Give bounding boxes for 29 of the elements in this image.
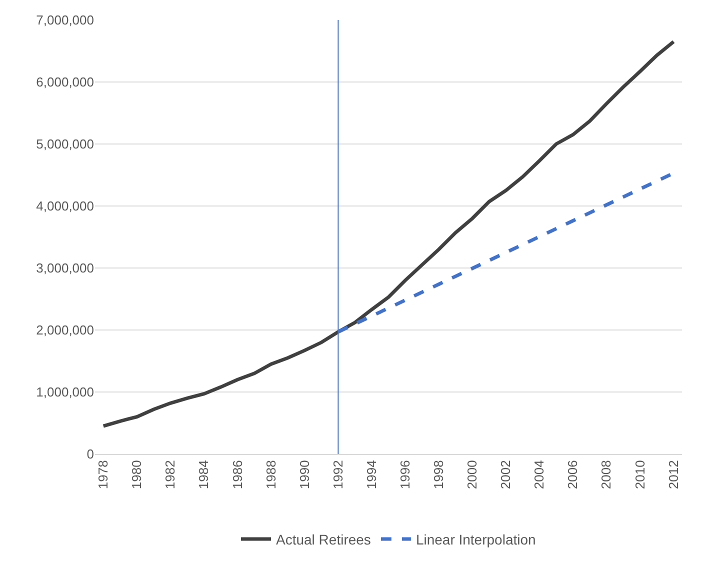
y-tick-label: 2,000,000 [36, 322, 94, 338]
x-tick-label: 1990 [296, 460, 312, 490]
y-tick-label: 1,000,000 [36, 384, 94, 400]
y-tick-label: 4,000,000 [36, 198, 94, 214]
x-tick-label: 2010 [632, 460, 648, 490]
x-tick-label: 1998 [431, 460, 446, 490]
y-tick-label: 0 [86, 446, 94, 462]
x-tick-label: 1986 [230, 460, 245, 490]
x-tick-label: 2012 [666, 460, 681, 490]
x-tick-label: 1978 [96, 460, 111, 490]
y-tick-label: 6,000,000 [36, 74, 94, 90]
x-tick-label: 1992 [330, 460, 346, 490]
y-tick-label: 3,000,000 [36, 260, 94, 276]
x-tick-label: 2004 [532, 460, 547, 490]
x-tick-label: 1994 [364, 460, 379, 490]
y-tick-label: 7,000,000 [36, 12, 94, 28]
x-tick-label: 1980 [129, 460, 144, 490]
legend-label: Linear Interpolation [416, 532, 536, 548]
x-tick-label: 1988 [263, 460, 278, 490]
x-tick-label: 2000 [464, 460, 480, 490]
x-tick-label: 2008 [598, 460, 614, 490]
x-tick-label: 1982 [162, 460, 178, 490]
line-series [102, 40, 676, 428]
y-tick-label: 5,000,000 [36, 136, 94, 152]
x-tick-label: 2006 [565, 460, 580, 490]
legend-label: Actual Retirees [276, 532, 371, 548]
x-tick-label: 1984 [196, 460, 212, 490]
x-tick-label: 2002 [498, 460, 514, 490]
x-tick-label: 1996 [397, 460, 412, 490]
